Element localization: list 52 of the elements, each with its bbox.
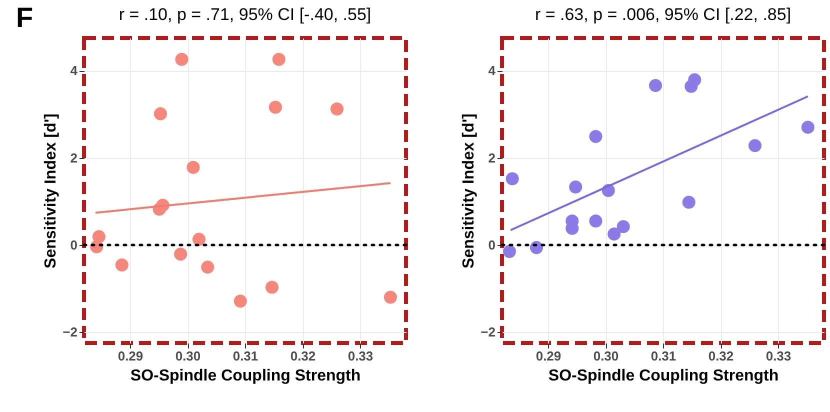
point xyxy=(569,180,582,194)
point xyxy=(192,232,206,246)
point xyxy=(801,120,814,134)
point xyxy=(616,220,630,234)
x-axis-title: SO-Spindle Coupling Strength xyxy=(548,368,779,384)
point xyxy=(530,241,544,254)
point xyxy=(502,244,516,258)
point xyxy=(506,172,519,186)
point xyxy=(384,290,397,304)
chart-title: r = .63, p = .006, 95% CI [.22, .85] xyxy=(534,5,792,24)
x-tick-label: 0.29 xyxy=(118,348,144,364)
y-tick-label: 2 xyxy=(70,150,78,166)
x-axis-title: SO-Spindle Coupling Strength xyxy=(130,368,361,384)
point xyxy=(330,102,344,116)
y-tick-label: 4 xyxy=(70,63,78,78)
y-tick-label: 2 xyxy=(488,150,496,166)
x-tick-label: 0.33 xyxy=(348,348,374,364)
point xyxy=(272,52,286,66)
point xyxy=(589,130,602,143)
y-tick-label: 0 xyxy=(70,237,78,252)
point xyxy=(154,107,167,120)
point xyxy=(175,52,188,66)
point xyxy=(688,73,702,86)
y-tick-label: −2 xyxy=(480,324,496,340)
point xyxy=(92,230,106,244)
chart-title: r = .10, p = .71, 95% CI [-.40, .55] xyxy=(118,5,372,24)
point xyxy=(608,228,621,241)
y-axis-title: Sensitivity Index [d'] xyxy=(460,114,478,268)
point xyxy=(268,100,282,114)
point xyxy=(748,139,762,152)
y-tick-label: −2 xyxy=(62,324,78,340)
x-tick-label: 0.32 xyxy=(708,348,734,364)
point xyxy=(589,214,602,228)
point xyxy=(682,196,696,209)
y-tick-label: 4 xyxy=(488,63,496,78)
point xyxy=(234,294,247,308)
point xyxy=(115,258,128,272)
point xyxy=(201,260,214,274)
text: F xyxy=(16,2,34,34)
point xyxy=(174,248,188,261)
point xyxy=(649,78,662,92)
x-tick-label: 0.31 xyxy=(232,348,258,364)
x-tick-label: 0.29 xyxy=(536,348,562,364)
y-tick-label: 0 xyxy=(488,237,496,252)
x-tick-label: 0.30 xyxy=(175,348,201,364)
point xyxy=(266,280,279,294)
x-tick-label: 0.31 xyxy=(650,348,676,364)
x-tick-label: 0.32 xyxy=(290,348,316,364)
y-axis-title: Sensitivity Index [d'] xyxy=(42,114,60,268)
point xyxy=(186,160,200,174)
x-tick-label: 0.33 xyxy=(766,348,792,364)
x-tick-label: 0.30 xyxy=(593,348,619,364)
